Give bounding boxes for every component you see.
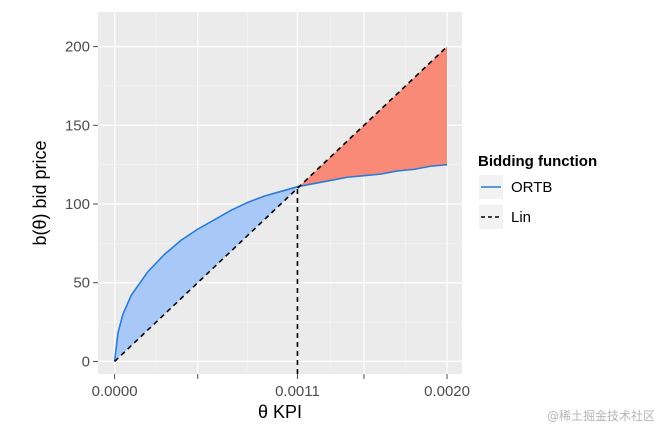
series-line-lin [114,46,448,362]
x-tick-label: 0.0000 [92,383,138,400]
y-axis: 0 50 100 150 200 [65,39,98,370]
x-tick-label: 0.0020 [424,383,470,400]
y-tick-label: 0 [82,353,90,370]
y-axis-title: b(θ) bid price [30,140,50,245]
y-tick-label: 50 [73,275,90,292]
series-line-ortb [113,163,448,362]
x-axis-title: θ KPI [258,402,302,422]
legend-label-ortb: ORTB [511,179,552,196]
x-axis: 0.0000 0.0011 0.0020 [92,374,470,400]
y-tick-label: 100 [65,196,90,213]
series-lines [113,46,448,362]
legend-title: Bidding function [478,153,597,170]
watermark-text: @稀土掘金技术社区 [547,408,655,423]
y-tick-label: 150 [65,117,90,134]
legend-label-lin: Lin [511,209,531,226]
legend: Bidding function ORTB Lin [478,153,597,229]
minor-gridlines [98,12,462,374]
y-tick-label: 200 [65,39,90,56]
x-tick-label: 0.0011 [275,383,320,400]
